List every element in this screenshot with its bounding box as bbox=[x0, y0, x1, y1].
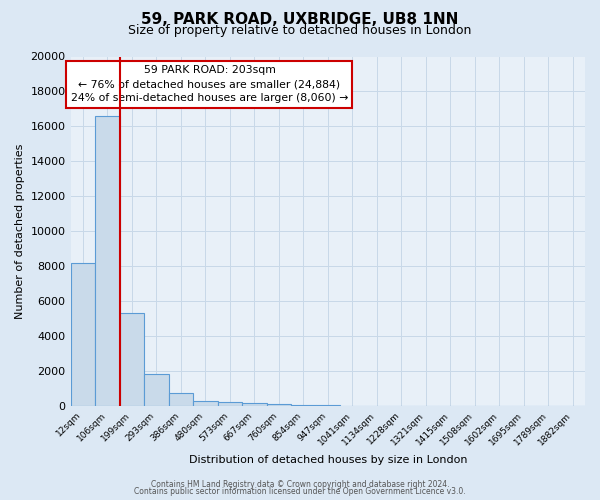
Bar bbox=[95, 116, 119, 406]
Text: 59, PARK ROAD, UXBRIDGE, UB8 1NN: 59, PARK ROAD, UXBRIDGE, UB8 1NN bbox=[142, 12, 458, 28]
Text: Contains HM Land Registry data © Crown copyright and database right 2024.: Contains HM Land Registry data © Crown c… bbox=[151, 480, 449, 489]
Text: 59 PARK ROAD: 203sqm
← 76% of detached houses are smaller (24,884)
24% of semi-d: 59 PARK ROAD: 203sqm ← 76% of detached h… bbox=[71, 65, 348, 103]
Text: Contains public sector information licensed under the Open Government Licence v3: Contains public sector information licen… bbox=[134, 487, 466, 496]
X-axis label: Distribution of detached houses by size in London: Distribution of detached houses by size … bbox=[188, 455, 467, 465]
Bar bbox=[169, 392, 193, 406]
Bar bbox=[316, 405, 340, 406]
Text: Size of property relative to detached houses in London: Size of property relative to detached ho… bbox=[128, 24, 472, 37]
Bar bbox=[266, 404, 291, 406]
Bar bbox=[291, 404, 316, 406]
Bar bbox=[119, 313, 144, 406]
Bar bbox=[193, 401, 218, 406]
Bar bbox=[71, 262, 95, 406]
Bar bbox=[218, 402, 242, 406]
Y-axis label: Number of detached properties: Number of detached properties bbox=[15, 144, 25, 319]
Bar bbox=[144, 374, 169, 406]
Bar bbox=[242, 403, 266, 406]
